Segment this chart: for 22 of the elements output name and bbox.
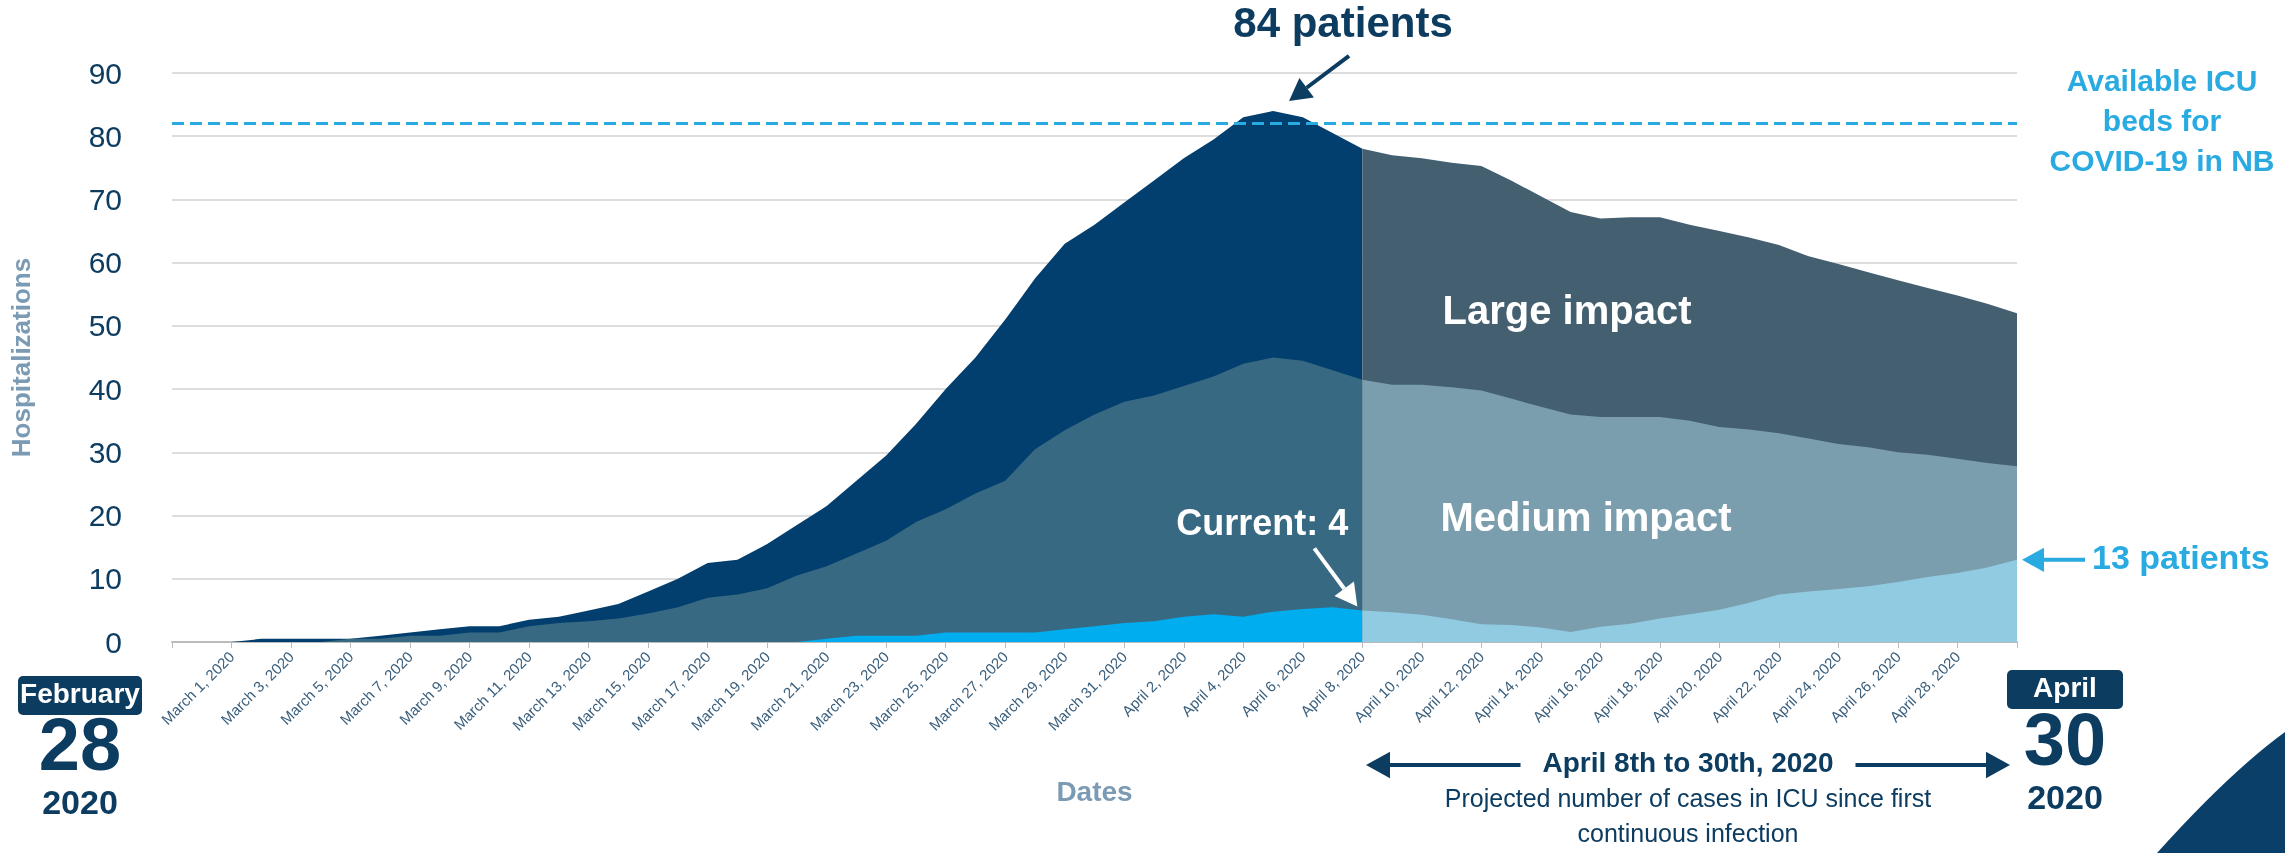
y-tick-label: 0 [105,625,122,659]
y-tick-label: 30 [88,435,122,469]
y-tick-label: 60 [88,246,122,280]
y-tick-label: 90 [88,56,122,90]
annotation: Current: 4 [1176,501,1349,543]
y-tick-label: 80 [88,119,122,153]
y-tick-label: 10 [88,562,122,596]
x-axis-title: Dates [1056,775,1133,807]
ref-line-label: Available ICU beds for COVID-19 in NB [2049,64,2275,178]
text: April [2033,672,2097,704]
text: Projected number of cases in ICU since first continuous infection [1444,783,1932,847]
y-tick-label: 70 [88,182,122,216]
annotation: Large impact [1442,287,1692,332]
text: April 8th to 30th, 2020 [1542,747,1834,779]
y-tick-label: 40 [88,372,122,406]
text: 2020 [2027,777,2103,816]
annotation: Medium impact [1440,494,1732,539]
y-axis-title: Hospitalizations [6,257,36,458]
annotation: 13 patients [2092,537,2270,576]
annotation: 84 patients [1233,0,1453,47]
y-tick-label: 20 [88,499,122,533]
y-tick-label: 50 [88,309,122,343]
